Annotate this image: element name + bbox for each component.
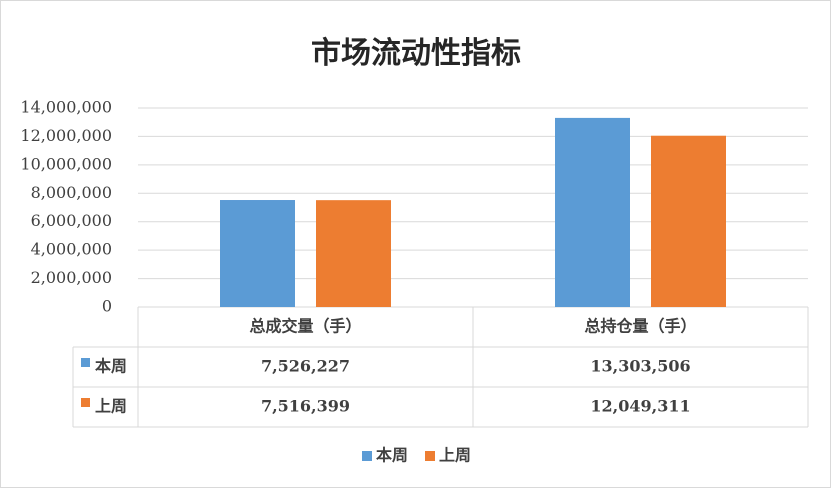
y-tick-label: 14,000,000 [20, 98, 112, 117]
legend-key [362, 451, 372, 461]
x-tick-label: 总持仓量（手） [584, 317, 696, 336]
legend-key [425, 451, 435, 461]
x-tick-label: 总成交量（手） [249, 317, 361, 336]
table-legend-key [81, 398, 90, 407]
table-value: 7,526,227 [261, 357, 350, 376]
table-series-name: 本周 [95, 357, 127, 376]
table-value: 7,516,399 [261, 397, 350, 416]
chart-title: 市场流动性指标 [311, 36, 521, 71]
bar [651, 135, 726, 307]
y-tick-label: 2,000,000 [31, 268, 112, 287]
bar [220, 200, 295, 307]
y-tick-label: 4,000,000 [31, 240, 112, 259]
table-series-name: 上周 [95, 397, 127, 416]
table-value: 13,303,506 [590, 357, 690, 376]
y-tick-label: 10,000,000 [20, 154, 112, 173]
legend-label: 上周 [439, 446, 471, 465]
table-legend-key [81, 358, 90, 367]
bar [555, 117, 630, 307]
y-tick-label: 0 [102, 297, 112, 316]
y-tick-label: 6,000,000 [31, 211, 112, 230]
bar [316, 200, 391, 307]
legend-label: 本周 [376, 446, 408, 465]
y-tick-label: 12,000,000 [20, 126, 112, 145]
y-tick-label: 8,000,000 [31, 183, 112, 202]
table-value: 12,049,311 [590, 397, 690, 416]
